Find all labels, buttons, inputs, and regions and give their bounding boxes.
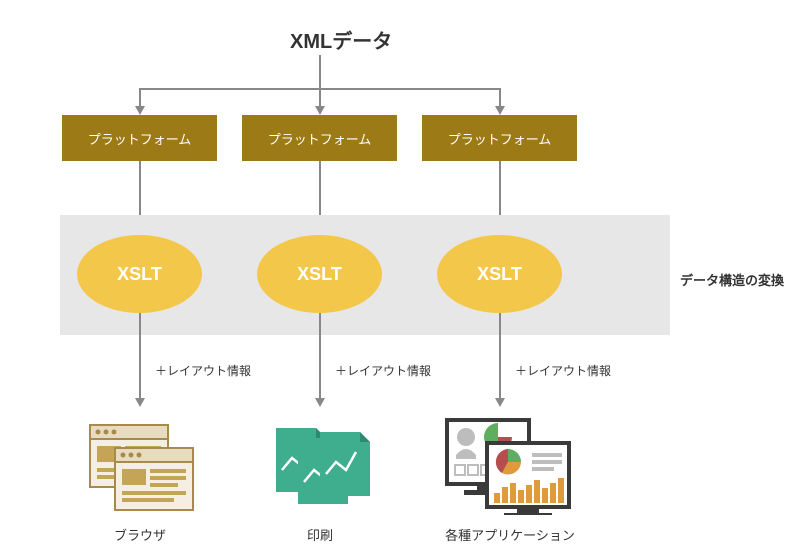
layout-label-2: ＋レイアウト情報 [335,362,431,379]
arrow-to-output-2 [319,313,321,400]
arrow-to-platform-3 [499,88,501,108]
print-icon [268,420,378,515]
arrowhead-icon [495,398,505,407]
output-label-app: 各種アプリケーション [430,525,590,544]
platform-box-3: プラットフォーム [422,115,577,161]
arrowhead-icon [135,398,145,407]
output-label-print: 印刷 [280,525,360,544]
application-icon [442,415,577,515]
output-label-browser: ブラウザ [90,525,190,544]
xslt-oval-1: XSLT [77,235,202,313]
diagram-title: XMLデータ [290,25,392,54]
xslt-oval-2: XSLT [257,235,382,313]
arrow-to-output-1 [139,313,141,400]
layout-label-1: ＋レイアウト情報 [155,362,251,379]
arrowhead-icon [315,106,325,115]
arrow-to-platform-1 [139,88,141,108]
layout-label-3: ＋レイアウト情報 [515,362,611,379]
xslt-oval-3: XSLT [437,235,562,313]
browser-icon [85,420,200,515]
arrowhead-icon [135,106,145,115]
arrow-to-platform-2 [319,88,321,108]
platform-box-2: プラットフォーム [242,115,397,161]
arrow-to-output-3 [499,313,501,400]
arrowhead-icon [315,398,325,407]
arrow-root-v [319,55,321,88]
arrowhead-icon [495,106,505,115]
platform-box-1: プラットフォーム [62,115,217,161]
band-label: データ構造の変換 [680,270,784,289]
